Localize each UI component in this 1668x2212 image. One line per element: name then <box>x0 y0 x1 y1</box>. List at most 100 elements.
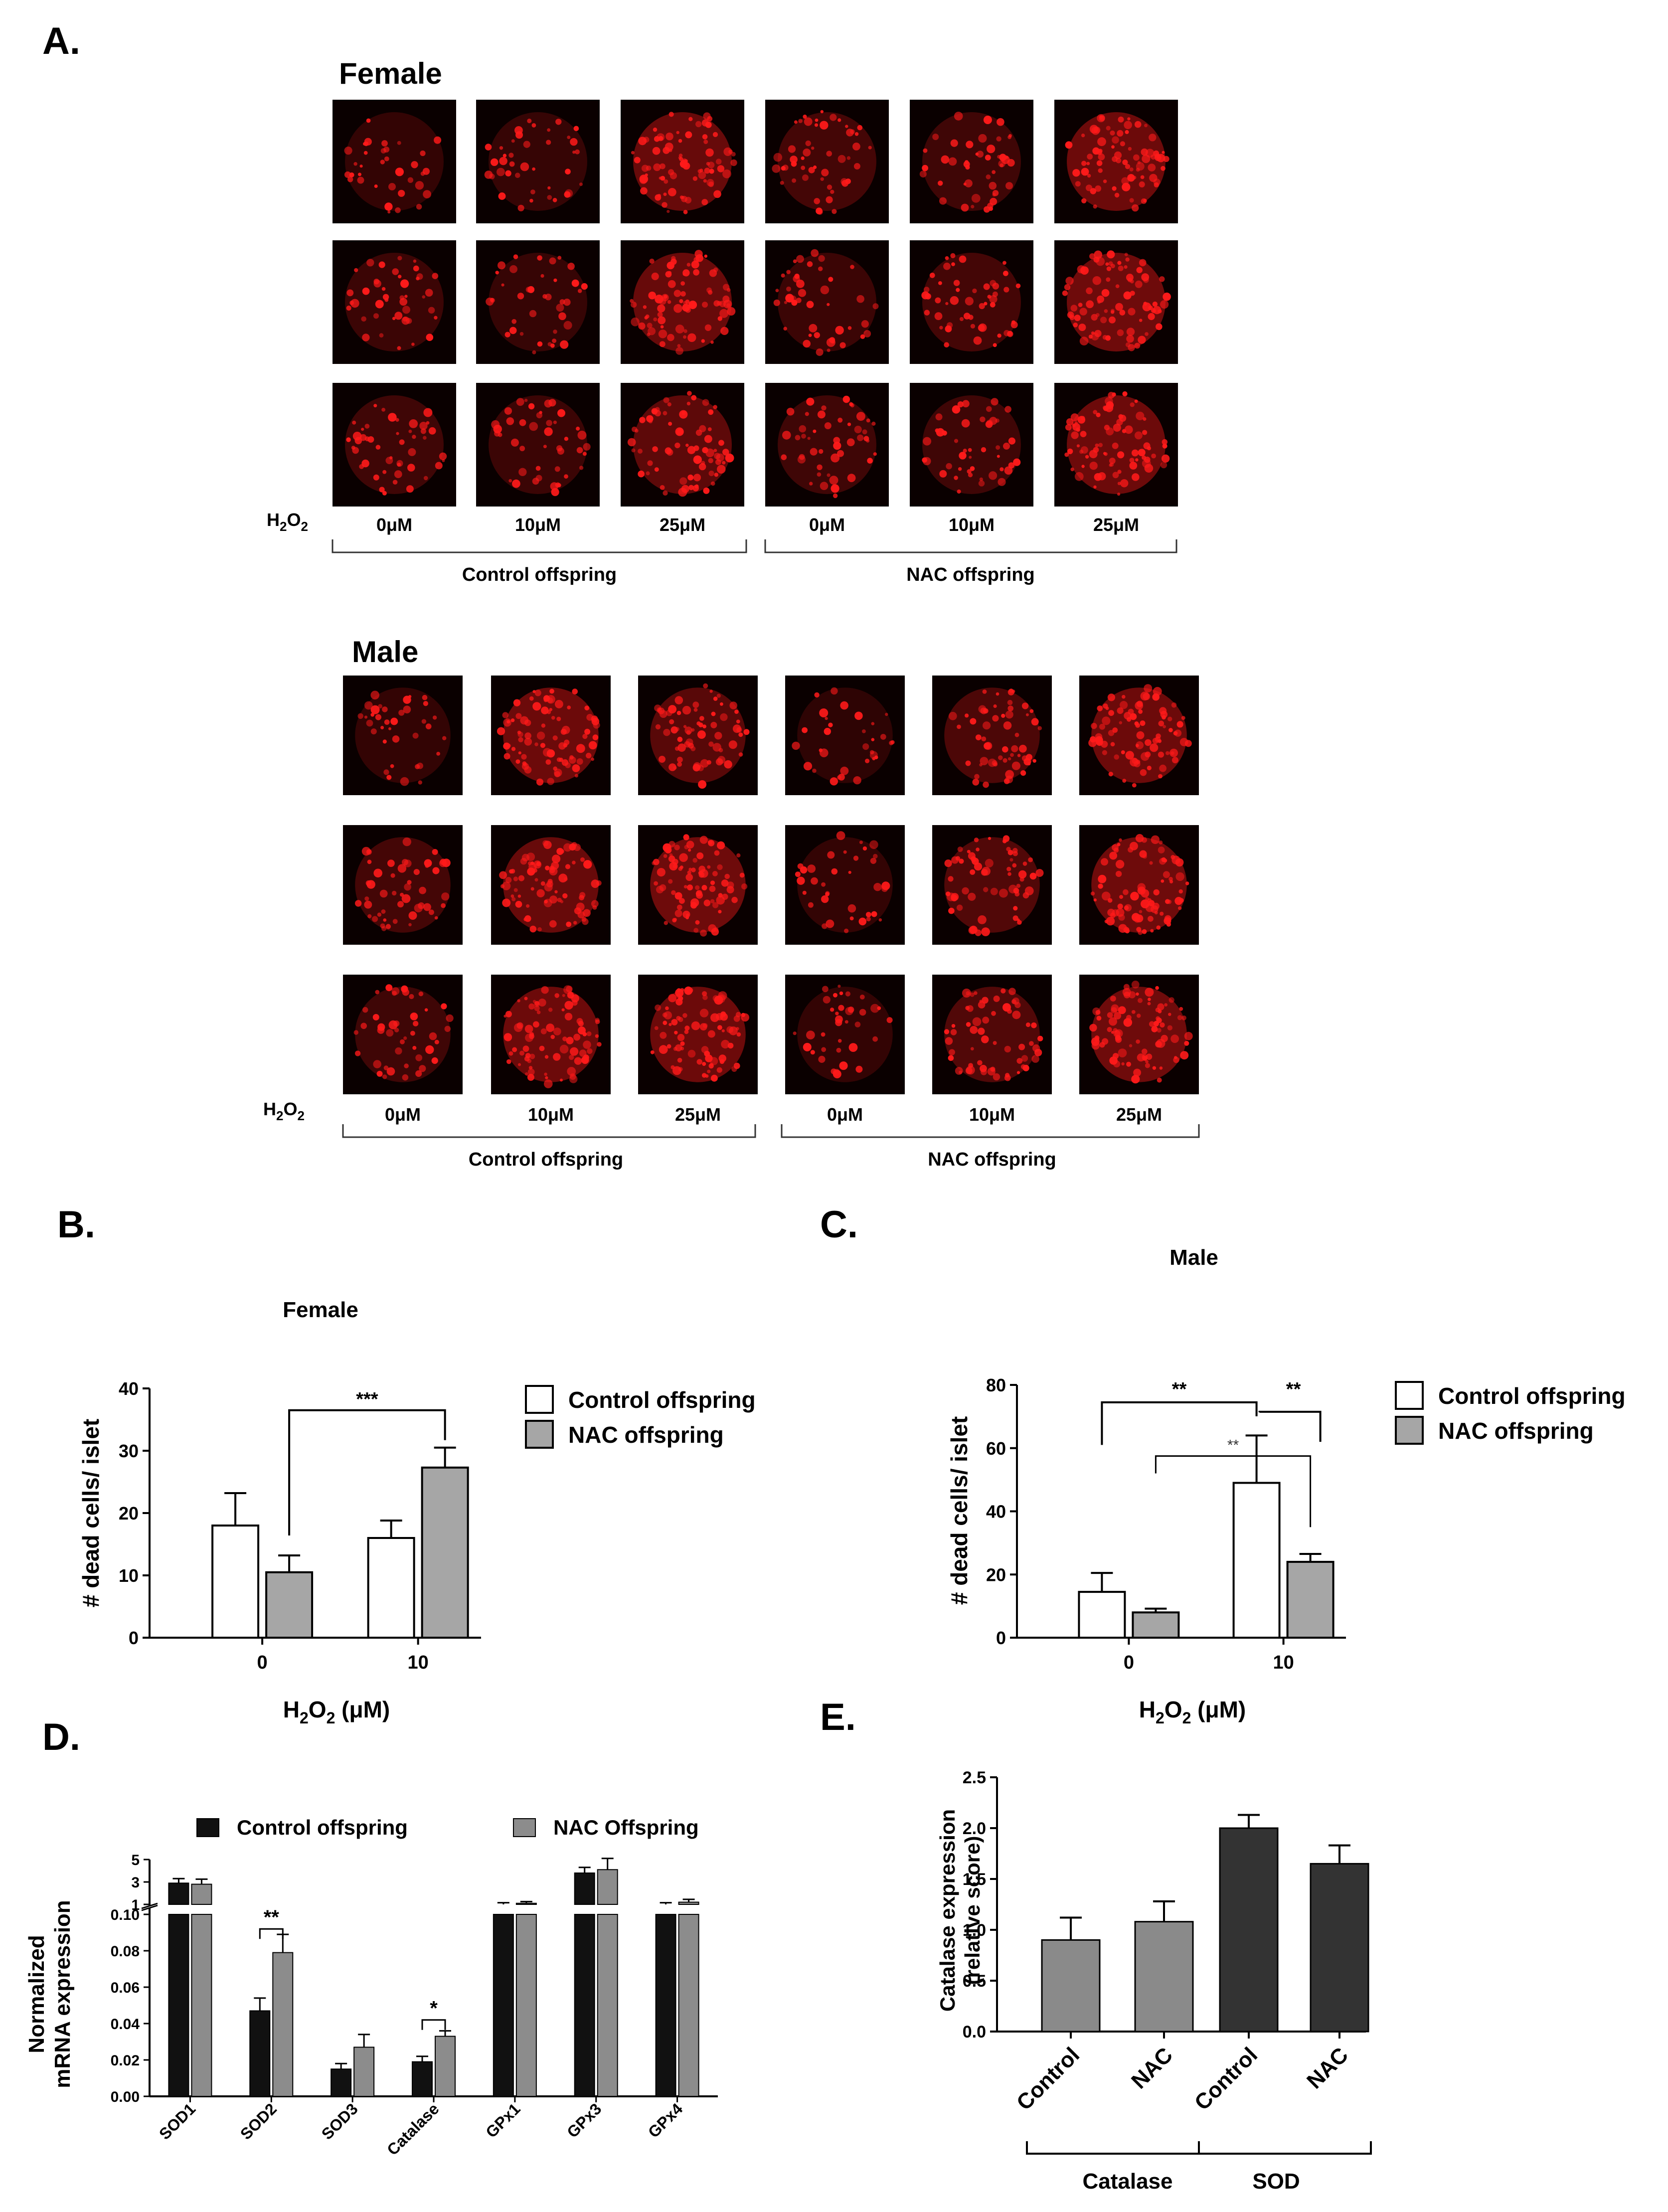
dead-cell-spot <box>1099 723 1105 730</box>
dead-cell-spot <box>734 709 739 714</box>
dead-cell-spot <box>1006 847 1011 851</box>
dead-cell-spot <box>530 887 534 891</box>
dead-cell-spot <box>572 764 580 772</box>
dead-cell-spot <box>363 151 368 155</box>
dead-cell-spot <box>543 445 547 449</box>
dead-cell-spot <box>1022 1064 1029 1071</box>
dead-cell-spot <box>1128 344 1135 351</box>
dead-cell-spot <box>407 177 414 183</box>
dead-cell-spot <box>970 466 975 471</box>
dead-cell-spot <box>591 717 600 725</box>
panel-a-letter: A. <box>42 20 80 62</box>
dead-cell-spot <box>874 755 878 759</box>
dead-cell-spot <box>668 422 672 426</box>
dead-cell-spot <box>379 487 385 493</box>
dead-cell-spot <box>387 859 395 867</box>
dead-cell-spot <box>385 924 391 929</box>
dead-cell-spot <box>1138 449 1146 457</box>
panel-e-letter: E. <box>820 1696 856 1738</box>
dead-cell-spot <box>529 422 538 431</box>
dead-cell-spot <box>831 453 840 463</box>
dead-cell-spot <box>420 428 427 434</box>
dead-cell-spot <box>872 303 879 310</box>
dead-cell-spot <box>422 694 428 700</box>
dead-cell-spot <box>562 1036 567 1041</box>
dead-cell-spot <box>1159 840 1163 845</box>
dead-cell-spot <box>411 342 415 346</box>
dead-cell-spot <box>954 476 958 480</box>
dead-cell-spot <box>1168 997 1174 1003</box>
dead-cell-spot <box>1016 1058 1023 1064</box>
dead-cell-spot <box>1098 153 1105 161</box>
dead-cell-spot <box>521 754 527 760</box>
dead-cell-spot <box>581 1056 589 1064</box>
micrograph-1-3 <box>621 100 744 223</box>
dead-cell-spot <box>685 131 692 139</box>
dead-cell-spot <box>692 176 698 181</box>
dead-cell-spot <box>726 303 731 308</box>
dead-cell-spot <box>868 146 872 150</box>
dead-cell-spot <box>511 747 516 751</box>
dead-cell-spot <box>559 849 564 854</box>
dead-cell-spot <box>954 112 963 121</box>
dead-cell-spot <box>388 727 391 730</box>
dead-cell-spot <box>1115 1036 1122 1043</box>
dead-cell-spot <box>1155 1040 1162 1048</box>
dead-cell-spot <box>1125 928 1130 934</box>
dead-cell-spot <box>796 255 804 263</box>
micrograph-2-4 <box>785 825 905 945</box>
dead-cell-spot <box>668 879 673 884</box>
dead-cell-spot <box>694 250 703 258</box>
dead-cell-spot <box>798 119 803 123</box>
dead-cell-spot <box>1065 141 1073 149</box>
dead-cell-spot <box>720 327 729 335</box>
dead-cell-spot <box>392 991 397 996</box>
dead-cell-spot <box>982 689 987 694</box>
dead-cell-spot <box>1100 317 1107 324</box>
dead-cell-spot <box>418 991 424 997</box>
dead-cell-spot <box>502 881 511 890</box>
dead-cell-spot <box>627 438 636 447</box>
dead-cell-spot <box>1081 161 1087 166</box>
dead-cell-spot <box>818 255 825 262</box>
dead-cell-spot <box>400 777 409 786</box>
dead-cell-spot <box>736 1032 741 1037</box>
dead-cell-spot <box>696 721 701 726</box>
dead-cell-spot <box>847 474 856 483</box>
significance-bracket <box>259 1928 284 1939</box>
dead-cell-spot <box>542 840 549 847</box>
dead-cell-spot <box>382 739 387 744</box>
dead-cell-spot <box>945 302 949 306</box>
dead-cell-spot <box>381 909 386 914</box>
dead-cell-spot <box>647 333 651 337</box>
dead-cell-spot <box>688 301 697 309</box>
dead-cell-spot <box>388 183 396 190</box>
dead-cell-spot <box>1093 485 1097 489</box>
dead-cell-spot <box>547 195 552 200</box>
dead-cell-spot <box>1105 335 1111 341</box>
dead-cell-spot <box>1141 752 1150 761</box>
dead-cell-spot <box>837 118 841 122</box>
dead-cell-spot <box>991 1011 996 1016</box>
dead-cell-spot <box>408 429 412 433</box>
male-micrograph-title: Male <box>352 635 418 669</box>
dead-cell-spot <box>552 735 558 741</box>
dead-cell-spot <box>835 1015 843 1023</box>
dead-cell-spot <box>806 397 815 406</box>
dead-cell-spot <box>1138 998 1143 1003</box>
dead-cell-spot <box>1114 1012 1122 1020</box>
y-tick-label: 1 <box>131 1897 140 1913</box>
concentration-label: 10μM <box>969 1104 1015 1125</box>
dead-cell-spot <box>423 436 427 440</box>
dead-cell-spot <box>556 304 564 312</box>
dead-cell-spot <box>687 870 691 875</box>
dead-cell-spot <box>547 128 551 132</box>
dead-cell-spot <box>701 199 708 205</box>
dead-cell-spot <box>730 159 737 167</box>
dead-cell-spot <box>583 443 591 451</box>
dead-cell-spot <box>1162 715 1166 720</box>
dead-cell-spot <box>515 713 522 719</box>
dead-cell-spot <box>830 1008 834 1012</box>
dead-cell-spot <box>1149 861 1153 865</box>
dead-cell-spot <box>1113 423 1121 432</box>
